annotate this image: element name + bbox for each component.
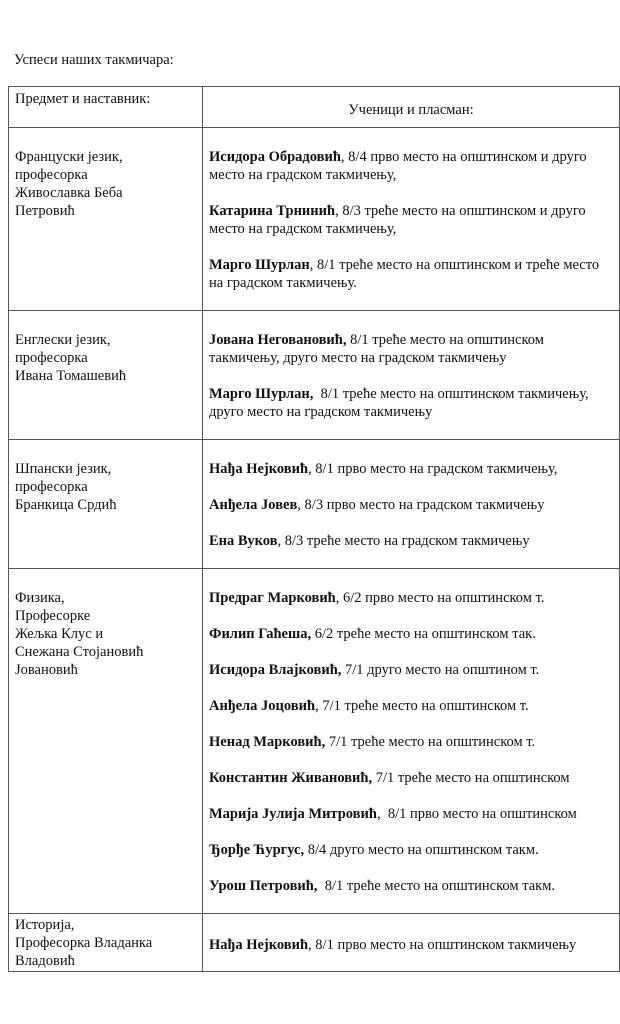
- placement-text: 8/4 друго место на општинском такм.: [304, 842, 539, 858]
- students-cell: Нађа Нејковић, 8/1 прво место на општинс…: [202, 913, 620, 972]
- placement-text: , 6/2 прво место на општинском т.: [335, 590, 545, 606]
- subject-teacher-cell: Шпански језик, професорка Бранкица Срдић: [8, 439, 203, 569]
- subject-teacher-cell: Енглески језик, професорка Ивана Томашевић: [8, 310, 203, 440]
- placement-text: , 8/3 треће место на градском такмичењу: [277, 533, 530, 549]
- student-entry: Исидора Влајковић, 7/1 друго место на оп…: [209, 661, 613, 679]
- teacher-line: професорка: [15, 479, 88, 495]
- placement-text: , 7/1 треће место на општинском т.: [315, 698, 529, 714]
- students-cell: Нађа Нејковић, 8/1 прво место на градско…: [202, 439, 620, 569]
- students-cell: Предраг Марковић, 6/2 прво место на општ…: [202, 568, 620, 914]
- teacher-line: Шпански језик,: [15, 461, 112, 477]
- teacher-line: Јовановић: [15, 662, 78, 678]
- student-name: Јована Неговановић,: [209, 332, 347, 348]
- student-name: Нађа Нејковић: [209, 936, 309, 953]
- student-entry: Марго Шурлан, 8/1 треће место на општинс…: [209, 256, 613, 292]
- teacher-line: Живославка Беба: [15, 185, 123, 201]
- placement-text: , 8/1 прво место на градском такмичењу,: [308, 461, 558, 477]
- student-name: Марго Шурлан,: [209, 386, 314, 402]
- student-entry: Катарина Трнинић, 8/3 треће место на опш…: [209, 202, 613, 238]
- teacher-line: Бранкица Срдић: [15, 497, 117, 513]
- table-row: Француски језик, професорка Живославка Беб…: [8, 127, 620, 311]
- table-header-row: Предмет и наставник: Ученици и пласман:: [8, 86, 620, 128]
- placement-text: 7/1 треће место на општинском: [372, 770, 570, 786]
- students-cell: Исидора Обрадовић, 8/4 прво место на опш…: [202, 127, 620, 311]
- student-name: Нађа Нејковић: [209, 461, 309, 477]
- student-name: Филип Гаћеша,: [209, 626, 312, 642]
- placement-text: , 8/1 прво место на општинском такмичењу: [308, 936, 577, 953]
- student-name: Предраг Марковић: [209, 590, 336, 606]
- student-name: Анђела Јовев: [209, 497, 298, 513]
- teacher-line: Професорка Владанка: [15, 935, 153, 951]
- student-name: Ена Вуков: [209, 533, 278, 549]
- header-students-placement: Ученици и пласман:: [202, 86, 620, 128]
- placement-text: , 8/4 прво место на општинском и друго м…: [209, 149, 591, 183]
- student-name: Константин Живановић,: [209, 770, 373, 786]
- student-entry: Марија Јулија Митровић, 8/1 прво место н…: [209, 805, 613, 823]
- teacher-line: Владовић: [15, 953, 75, 969]
- student-entry: Анђела Јоцовић, 7/1 треће место на општи…: [209, 697, 613, 715]
- student-entry: Ена Вуков, 8/3 треће место на градском т…: [209, 532, 613, 550]
- student-entry: Исидора Обрадовић, 8/4 прво место на опш…: [209, 148, 613, 184]
- table-row: Енглески језик, професорка Ивана Томашевић…: [8, 310, 620, 440]
- placement-text: 8/1 треће место на општинском такмичењу,…: [209, 386, 593, 420]
- student-entry: Марго Шурлан, 8/1 треће место на општинс…: [209, 385, 613, 421]
- student-name: Анђела Јоцовић: [209, 698, 316, 714]
- teacher-line: професорка: [15, 167, 88, 183]
- teacher-line: Жељка Клус и: [15, 626, 104, 642]
- placement-text: , 8/3 прво место на градском такмичењу: [297, 497, 545, 513]
- student-entry: Нађа Нејковић, 8/1 прво место на градско…: [209, 460, 613, 478]
- teacher-line: Енглески језик,: [15, 332, 111, 348]
- student-entry: Филип Гаћеша, 6/2 треће место на општинс…: [209, 625, 613, 643]
- teacher-line: Ивана Томашевић: [15, 368, 127, 384]
- subject-teacher-cell: Историја, Професорка Владанка Владовић: [8, 913, 203, 972]
- student-name: Марго Шурлан: [209, 257, 310, 273]
- table-row: Шпански језик, професорка Бранкица Срдић На…: [8, 439, 620, 569]
- subject-teacher-cell: Физика, Професорке Жељка Клус и Снежана Сто…: [8, 568, 203, 914]
- student-name: Исидора Влајковић,: [209, 662, 342, 678]
- placement-text: , 8/1 прво место на општинском: [376, 806, 577, 822]
- placement-text: 8/1 треће место на општинском такм.: [317, 878, 555, 894]
- teacher-line: Историја,: [15, 917, 75, 933]
- student-name: Марија Јулија Митровић: [209, 806, 377, 822]
- teacher-line: Француски језик,: [15, 149, 123, 165]
- student-entry: Јована Неговановић, 8/1 треће место на о…: [209, 331, 613, 367]
- student-entry: Нађа Нејковић, 8/1 прво место на општинс…: [209, 936, 613, 954]
- student-entry: Ненад Марковић, 7/1 треће место на општи…: [209, 733, 613, 751]
- teacher-line: професорка: [15, 350, 88, 366]
- student-name: Исидора Обрадовић: [209, 149, 341, 165]
- placement-text: 7/1 друго место на општином т.: [341, 662, 540, 678]
- placement-text: 8/1 треће место на општинском такмичењу,…: [209, 332, 548, 366]
- header-subject-teacher: Предмет и наставник:: [8, 86, 203, 128]
- student-name: Ненад Марковић,: [209, 734, 326, 750]
- subject-teacher-cell: Француски језик, професорка Живославка Беб…: [8, 127, 203, 311]
- teacher-line: Петровић: [15, 203, 75, 219]
- student-name: Урош Петровић,: [209, 878, 318, 894]
- results-table: Предмет и наставник: Ученици и пласман: …: [8, 86, 620, 972]
- page-title: Успеси наших такмичара:: [14, 52, 174, 68]
- table-row: Историја, Професорка Владанка Владовић Нађа…: [8, 913, 620, 972]
- placement-text: 6/2 треће место на општинском так.: [311, 626, 536, 642]
- teacher-line: Физика,: [15, 590, 65, 606]
- placement-text: 7/1 треће место на општинском т.: [325, 734, 536, 750]
- placement-text: , 8/3 треће место на општинском и друго …: [209, 203, 590, 237]
- student-entry: Анђела Јовев, 8/3 прво место на градском…: [209, 496, 613, 514]
- student-name: Катарина Трнинић: [209, 203, 336, 219]
- student-name: Ђорђе Ћургус,: [209, 842, 305, 858]
- student-entry: Ђорђе Ћургус, 8/4 друго место на општинс…: [209, 841, 613, 859]
- teacher-line: Снежана Стојановић: [15, 644, 144, 660]
- table-row: Физика, Професорке Жељка Клус и Снежана Сто…: [8, 568, 620, 914]
- teacher-line: Професорке: [15, 608, 91, 624]
- student-entry: Предраг Марковић, 6/2 прво место на општ…: [209, 589, 613, 607]
- student-entry: Урош Петровић, 8/1 треће место на општин…: [209, 877, 613, 895]
- students-cell: Јована Неговановић, 8/1 треће место на о…: [202, 310, 620, 440]
- student-entry: Константин Живановић, 7/1 треће место на…: [209, 769, 613, 787]
- placement-text: , 8/1 треће место на општинском и треће …: [209, 257, 603, 291]
